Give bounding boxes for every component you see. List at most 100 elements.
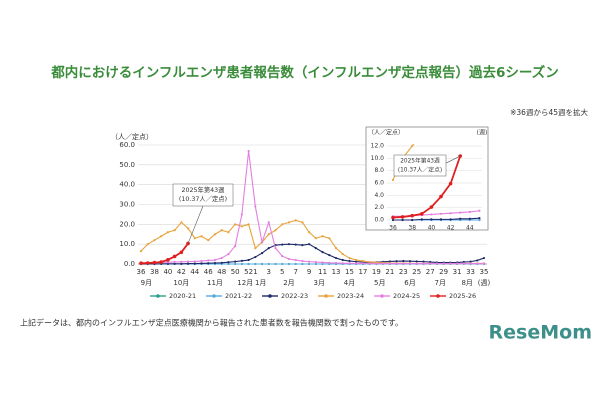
data-point: [469, 260, 472, 263]
data-point: [281, 254, 284, 258]
data-point: [145, 261, 150, 265]
month-label: 1月: [255, 279, 266, 287]
data-point: [334, 247, 338, 250]
annotation-box: [172, 183, 234, 207]
data-point: [415, 260, 418, 263]
x-tick-label: 50: [231, 268, 240, 276]
data-point: [321, 235, 324, 238]
data-point: [476, 259, 479, 262]
data-point: [207, 259, 210, 262]
x-tick-label: 7: [293, 268, 297, 276]
data-point: [375, 262, 378, 265]
data-point: [401, 218, 404, 222]
data-point: [260, 251, 264, 255]
inset-y-tick-label: 2.0: [374, 204, 384, 211]
inset-annotation-text: 2025年第43週: [400, 157, 440, 165]
data-point: [449, 212, 452, 215]
data-point: [247, 149, 250, 153]
inset-annotation-box: [393, 154, 447, 177]
data-point: [321, 261, 324, 264]
data-point: [301, 221, 304, 224]
legend-marker: [156, 294, 160, 298]
data-point: [287, 221, 291, 224]
data-point: [314, 247, 317, 250]
data-point: [301, 244, 304, 247]
x-tick-label: 42: [177, 268, 186, 276]
data-point: [213, 261, 217, 265]
data-point: [308, 231, 311, 234]
data-point: [186, 262, 190, 265]
data-point: [180, 260, 183, 263]
data-point: [200, 235, 203, 238]
inset-plot: [391, 144, 481, 222]
data-point: [420, 212, 424, 216]
data-point: [476, 262, 479, 265]
data-point: [139, 261, 143, 266]
data-point: [254, 262, 257, 266]
data-point: [267, 247, 270, 250]
data-point: [213, 258, 217, 262]
data-point: [439, 218, 443, 221]
data-point: [220, 229, 223, 232]
data-point: [395, 260, 398, 263]
data-point: [400, 215, 405, 219]
data-point: [321, 251, 324, 254]
chart-title: 都内におけるインフルエンザ患者報告数（インフルエンザ定点報告）過去6シーズン: [50, 64, 558, 81]
data-point: [368, 260, 371, 264]
x-tick-label: 15: [345, 268, 354, 276]
data-point: [469, 262, 472, 265]
y-tick-label: 50.0: [119, 161, 135, 169]
data-point: [391, 178, 395, 182]
inset-y-tick-label: 10.0: [371, 155, 385, 162]
data-point: [429, 262, 432, 265]
data-point: [368, 262, 371, 265]
data-point: [240, 225, 243, 228]
data-point: [449, 218, 452, 221]
data-point: [152, 260, 157, 265]
legend-marker: [212, 294, 216, 298]
legend-marker: [324, 294, 328, 298]
y-tick-label: 40.0: [119, 181, 135, 189]
month-label: 4月: [344, 279, 355, 287]
x-tick-label: 1: [253, 268, 257, 276]
data-point: [328, 253, 331, 257]
data-point: [193, 260, 196, 263]
data-point: [478, 218, 481, 222]
data-point: [173, 229, 176, 232]
inset-y-tick-label: 12.0: [371, 143, 385, 150]
inset-y-tick-label: 6.0: [374, 180, 384, 187]
data-point: [234, 260, 237, 263]
legend-marker: [380, 294, 384, 298]
data-point: [254, 205, 257, 208]
data-point: [415, 262, 418, 265]
data-point: [448, 181, 453, 186]
x-tick-label: 23: [399, 268, 408, 276]
y-tick-label: 10.0: [119, 240, 135, 248]
data-point: [482, 256, 486, 260]
data-point: [348, 259, 351, 263]
y-tick-label: 20.0: [119, 220, 135, 228]
data-point: [334, 256, 338, 260]
data-point: [193, 262, 196, 265]
data-point: [408, 262, 412, 265]
data-point: [388, 262, 391, 265]
data-point: [207, 239, 210, 242]
inset-x-tick-label: 38: [408, 225, 416, 232]
data-point: [391, 215, 395, 220]
series-line: [141, 243, 485, 265]
data-point: [478, 209, 481, 212]
data-point: [281, 223, 284, 226]
data-point: [355, 262, 358, 265]
data-point: [247, 223, 250, 226]
x-tick-label: 21: [385, 268, 394, 276]
x-tick-label: 52: [244, 268, 253, 276]
data-point: [234, 245, 237, 248]
month-label: 3月: [313, 279, 324, 287]
legend-label: 2020-21: [169, 292, 196, 300]
data-point: [459, 211, 462, 214]
data-point: [227, 252, 230, 256]
data-point: [166, 261, 170, 264]
x-tick-label: 36: [137, 268, 146, 276]
data-point: [260, 262, 264, 266]
data-point: [328, 261, 331, 264]
